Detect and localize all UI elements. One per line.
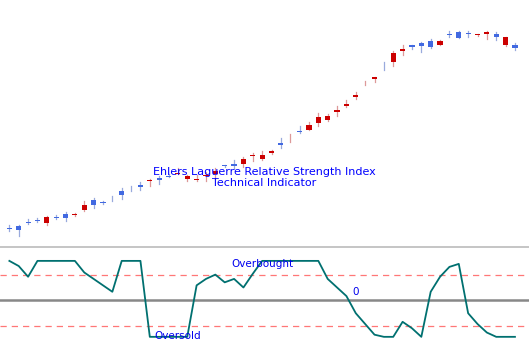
Bar [119, 191, 124, 195]
Bar [241, 159, 246, 164]
Bar [428, 41, 433, 47]
Text: Overbought: Overbought [231, 259, 293, 269]
Bar [157, 178, 162, 179]
Bar [503, 38, 508, 45]
Bar [204, 175, 208, 176]
Bar [232, 164, 236, 166]
Bar [484, 32, 489, 34]
Bar [456, 32, 461, 38]
Bar [316, 117, 321, 123]
Bar [260, 155, 264, 159]
Bar [400, 48, 405, 51]
Bar [194, 179, 199, 180]
Bar [419, 43, 424, 46]
Bar [475, 34, 480, 35]
Bar [72, 214, 77, 215]
Bar [91, 200, 96, 205]
Bar [53, 217, 59, 218]
Text: 0: 0 [352, 286, 359, 297]
Bar [353, 95, 358, 97]
Bar [447, 34, 452, 35]
Bar [494, 34, 499, 38]
Bar [147, 180, 152, 181]
Bar [16, 226, 21, 230]
Bar [269, 151, 274, 153]
Bar [101, 202, 106, 203]
Bar [222, 165, 227, 166]
Bar [372, 77, 377, 79]
Bar [325, 116, 330, 120]
Text: Oversold: Oversold [154, 331, 201, 341]
Text: Ehlers Laguerre Relative Strength Index
Technical Indicator: Ehlers Laguerre Relative Strength Index … [153, 167, 376, 188]
Bar [437, 41, 443, 45]
Bar [25, 222, 31, 223]
Bar [44, 217, 49, 223]
Bar [63, 214, 68, 218]
Bar [390, 53, 396, 62]
Bar [466, 33, 471, 34]
Bar [344, 104, 349, 107]
Bar [250, 155, 256, 156]
Bar [185, 176, 190, 179]
Bar [213, 171, 218, 174]
Bar [278, 143, 284, 144]
Bar [306, 125, 312, 130]
Bar [166, 176, 171, 177]
Bar [7, 228, 12, 229]
Bar [175, 173, 180, 174]
Bar [297, 131, 302, 132]
Bar [409, 45, 415, 47]
Bar [334, 110, 340, 113]
Bar [513, 45, 517, 47]
Bar [81, 205, 87, 210]
Bar [35, 220, 40, 221]
Bar [138, 185, 143, 188]
